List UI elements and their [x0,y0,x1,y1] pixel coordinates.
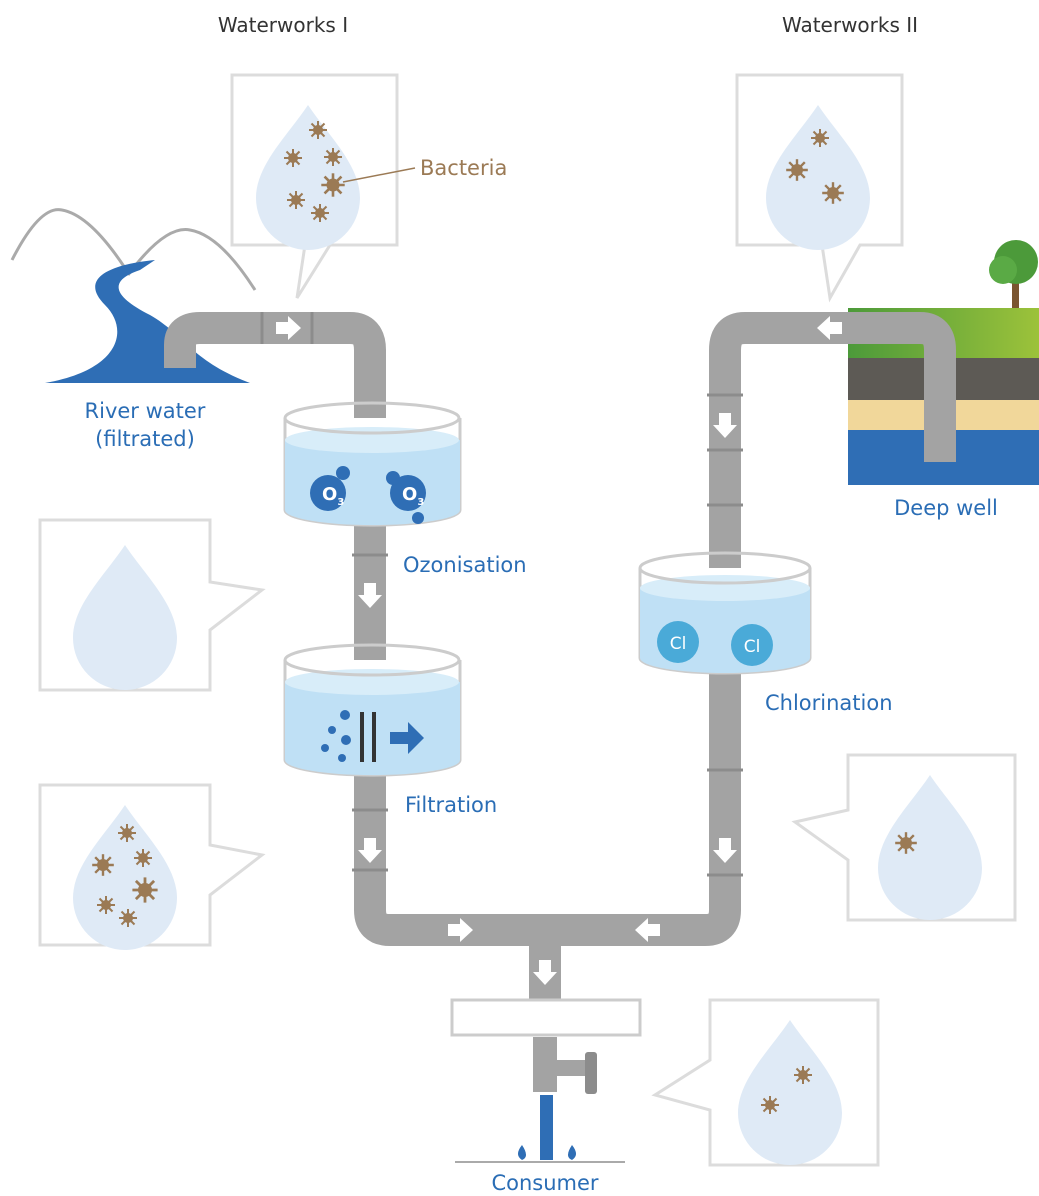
filtration-tank [283,643,462,777]
filtration-label: Filtration [405,793,497,817]
callout [38,783,266,950]
callout [230,73,416,299]
callout [651,998,880,1167]
bacteria-label: Bacteria [420,156,507,180]
mountains [10,208,257,291]
consumer-tap [450,998,642,1163]
title-left: Waterworks I [218,13,348,37]
pipe-joints [260,312,743,877]
chlorine-symbol: Cl [670,634,687,654]
title-right: Waterworks II [782,13,918,37]
ozone-symbol: O3 [402,484,424,508]
callout [791,753,1017,922]
deep-well-label: Deep well [894,496,998,520]
chlorination-label: Chlorination [765,691,893,715]
ozonisation-label: Ozonisation [403,553,527,577]
consumer-label: Consumer [491,1171,598,1195]
callout [38,518,266,692]
chlorine-symbol: Cl [744,637,761,657]
river-label: (filtrated) [95,427,195,451]
ozone-symbol: O3 [322,484,344,508]
ozonisation-tank: O3 O3 [283,401,462,527]
callout [735,73,904,303]
river [45,260,250,383]
chlorination-tank: Cl Cl [638,551,812,675]
river-label: River water [85,399,206,423]
